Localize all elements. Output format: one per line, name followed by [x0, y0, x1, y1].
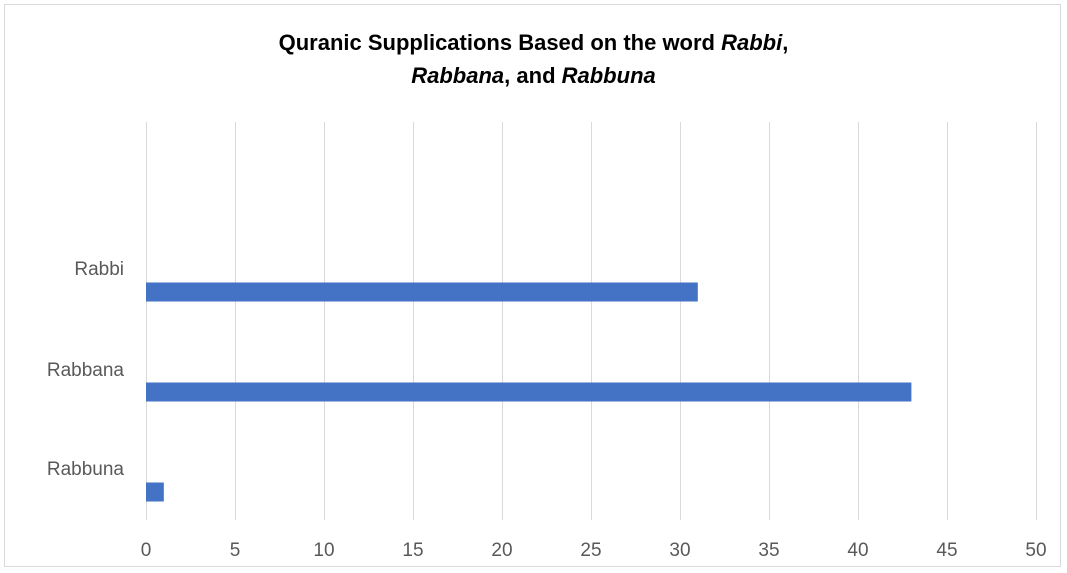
- title-part: Rabbuna: [561, 63, 656, 88]
- x-tick-label: 10: [313, 540, 334, 561]
- bar-rabbi: [146, 282, 698, 302]
- title-part: Rabbana: [411, 63, 505, 88]
- x-tick-label: 40: [847, 540, 868, 561]
- bar-rabbana: [146, 382, 912, 402]
- x-tick-label: 30: [669, 540, 690, 561]
- chart-title: Quranic Supplications Based on the word …: [0, 26, 1067, 92]
- title-part: Quranic Supplications Based on the word: [278, 30, 722, 55]
- x-tick-label: 45: [936, 540, 957, 561]
- x-tick-label: 50: [1025, 540, 1046, 561]
- category-label: Rabbana: [47, 360, 125, 381]
- x-tick-label: 5: [230, 540, 241, 561]
- title-part: Rabbi: [721, 30, 783, 55]
- bar-rabbuna: [146, 482, 164, 502]
- x-tick-label: 15: [402, 540, 423, 561]
- x-tick-label: 0: [141, 540, 152, 561]
- x-tick-label: 25: [580, 540, 601, 561]
- category-label: Rabbi: [74, 259, 124, 280]
- category-label: Rabbuna: [47, 459, 125, 480]
- x-tick-label: 35: [758, 540, 779, 561]
- title-part: ,: [782, 30, 789, 55]
- title-part: , and: [504, 63, 562, 88]
- x-tick-label: 20: [491, 540, 512, 561]
